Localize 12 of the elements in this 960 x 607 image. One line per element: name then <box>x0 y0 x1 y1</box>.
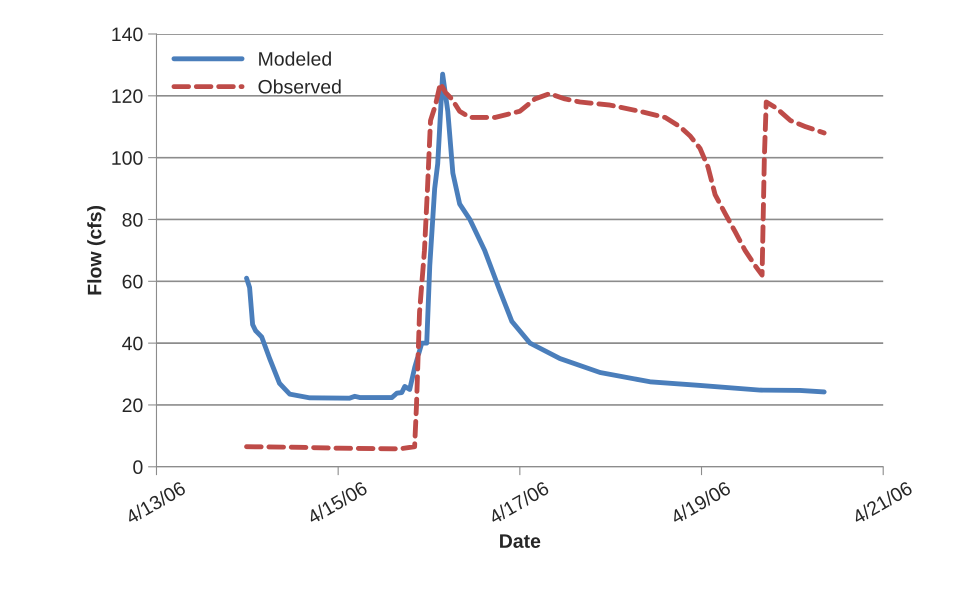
legend-label: Observed <box>258 79 341 94</box>
x-axis-title: Date <box>500 534 540 548</box>
y-tick-label: 140 <box>112 27 143 42</box>
y-tick-label: 120 <box>112 89 143 104</box>
y-tick-label: 20 <box>122 398 143 412</box>
y-tick-label: 40 <box>122 336 143 350</box>
y-tick-label: 80 <box>122 212 143 227</box>
y-tick-label: 100 <box>112 151 143 165</box>
y-tick-label: 0 <box>133 460 143 474</box>
y-tick-label: 60 <box>122 274 143 289</box>
y-axis-title: Flow (cfs) <box>87 206 106 294</box>
legend-label: Modeled <box>259 51 331 66</box>
